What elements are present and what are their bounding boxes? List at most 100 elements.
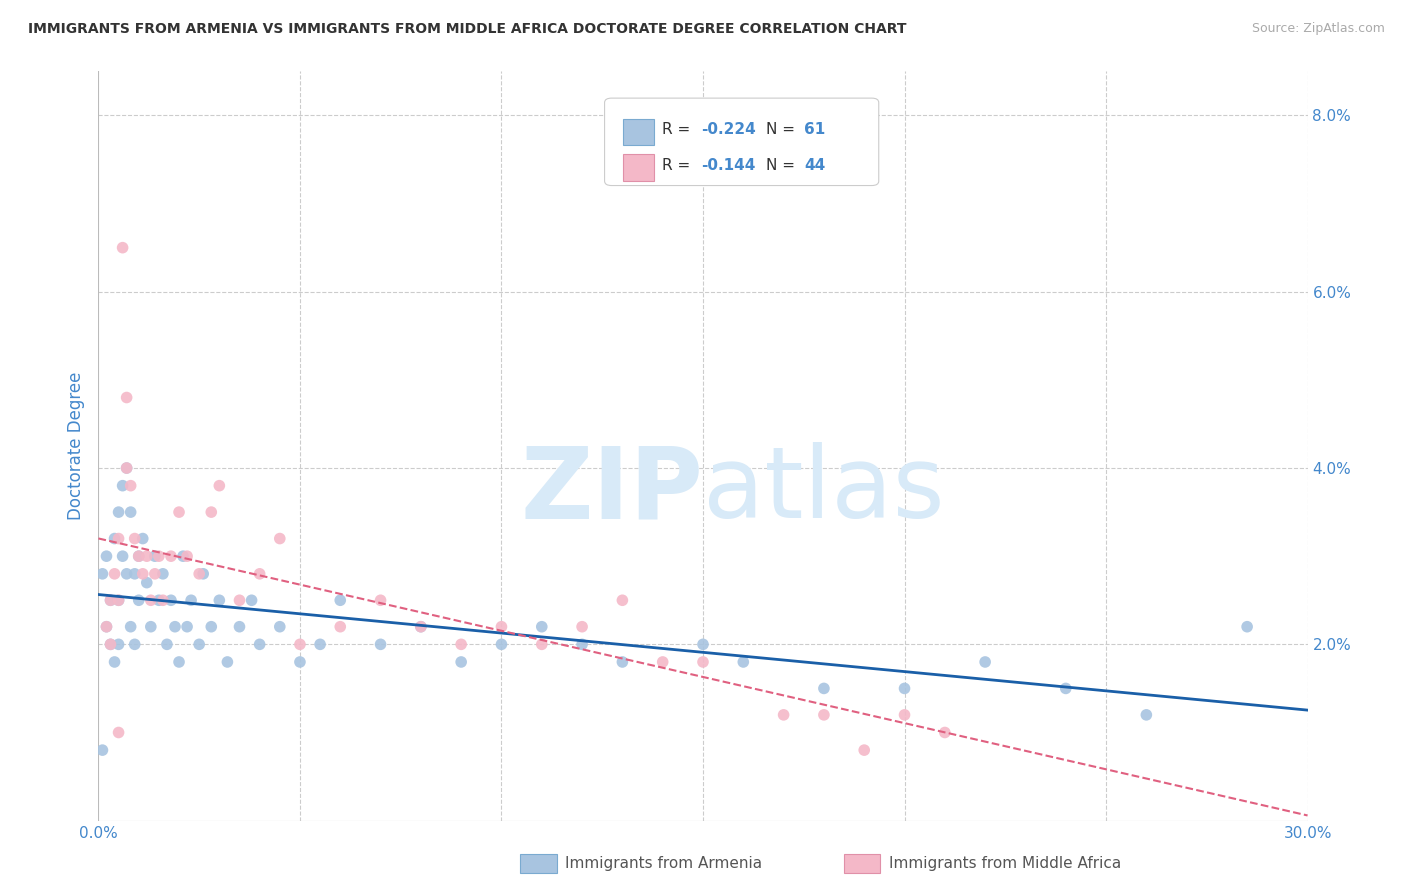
Text: N =: N =	[766, 158, 800, 173]
Point	[115, 461, 138, 475]
Point	[733, 655, 755, 669]
Point	[571, 620, 593, 634]
Point	[188, 566, 211, 581]
Point	[288, 655, 311, 669]
Point	[172, 549, 194, 564]
Point	[100, 593, 122, 607]
Point	[103, 655, 125, 669]
Point	[249, 637, 271, 651]
Point	[100, 637, 122, 651]
Text: N =: N =	[766, 122, 800, 137]
Point	[152, 566, 174, 581]
Point	[100, 593, 122, 607]
Point	[139, 620, 162, 634]
Point	[612, 655, 634, 669]
Point	[974, 655, 997, 669]
Point	[160, 593, 183, 607]
Point	[115, 461, 138, 475]
Point	[200, 620, 222, 634]
Text: -0.224: -0.224	[702, 122, 756, 137]
Point	[120, 620, 142, 634]
Point	[193, 566, 215, 581]
Point	[893, 707, 915, 722]
Point	[111, 478, 134, 492]
Point	[772, 707, 794, 722]
Point	[96, 620, 118, 634]
Point	[160, 549, 183, 564]
Text: 44: 44	[804, 158, 825, 173]
Point	[103, 566, 125, 581]
Point	[107, 593, 129, 607]
Point	[100, 637, 122, 651]
Y-axis label: Doctorate Degree: Doctorate Degree	[66, 372, 84, 520]
Point	[107, 637, 129, 651]
Point	[143, 549, 166, 564]
Point	[148, 549, 170, 564]
Point	[135, 549, 157, 564]
Point	[107, 532, 129, 546]
Point	[228, 620, 250, 634]
Point	[124, 566, 146, 581]
Text: -0.144: -0.144	[702, 158, 756, 173]
Point	[450, 655, 472, 669]
Point	[269, 532, 291, 546]
Point	[692, 655, 714, 669]
Point	[132, 566, 155, 581]
Point	[124, 637, 146, 651]
Point	[491, 620, 513, 634]
Point	[107, 593, 129, 607]
Point	[148, 593, 170, 607]
Point	[111, 549, 134, 564]
Point	[530, 637, 553, 651]
Point	[1236, 620, 1258, 634]
Text: atlas: atlas	[703, 442, 945, 540]
Point	[180, 593, 202, 607]
Point	[188, 637, 211, 651]
Point	[96, 549, 118, 564]
Point	[329, 620, 352, 634]
Point	[208, 478, 231, 492]
Point	[934, 725, 956, 739]
Point	[651, 655, 673, 669]
Point	[91, 566, 114, 581]
Point	[409, 620, 432, 634]
Point	[240, 593, 263, 607]
Point	[893, 681, 915, 696]
Point	[120, 505, 142, 519]
Point	[269, 620, 291, 634]
Point	[217, 655, 239, 669]
Point	[612, 593, 634, 607]
Point	[120, 478, 142, 492]
Text: ZIP: ZIP	[520, 442, 703, 540]
Text: 61: 61	[804, 122, 825, 137]
Point	[813, 707, 835, 722]
Point	[128, 549, 150, 564]
Text: IMMIGRANTS FROM ARMENIA VS IMMIGRANTS FROM MIDDLE AFRICA DOCTORATE DEGREE CORREL: IMMIGRANTS FROM ARMENIA VS IMMIGRANTS FR…	[28, 22, 907, 37]
Point	[491, 637, 513, 651]
Point	[813, 681, 835, 696]
Point	[107, 505, 129, 519]
Point	[329, 593, 352, 607]
Point	[208, 593, 231, 607]
Point	[409, 620, 432, 634]
Point	[167, 655, 190, 669]
Point	[107, 725, 129, 739]
Text: R =: R =	[662, 158, 696, 173]
Text: Immigrants from Middle Africa: Immigrants from Middle Africa	[889, 856, 1121, 871]
Point	[200, 505, 222, 519]
Point	[143, 566, 166, 581]
Point	[1135, 707, 1157, 722]
Point	[163, 620, 186, 634]
Point	[288, 637, 311, 651]
Point	[139, 593, 162, 607]
Point	[167, 505, 190, 519]
Point	[692, 637, 714, 651]
Point	[370, 637, 392, 651]
Point	[124, 532, 146, 546]
Point	[156, 637, 179, 651]
Point	[450, 637, 472, 651]
Point	[370, 593, 392, 607]
Point	[176, 620, 198, 634]
Point	[152, 593, 174, 607]
Point	[176, 549, 198, 564]
